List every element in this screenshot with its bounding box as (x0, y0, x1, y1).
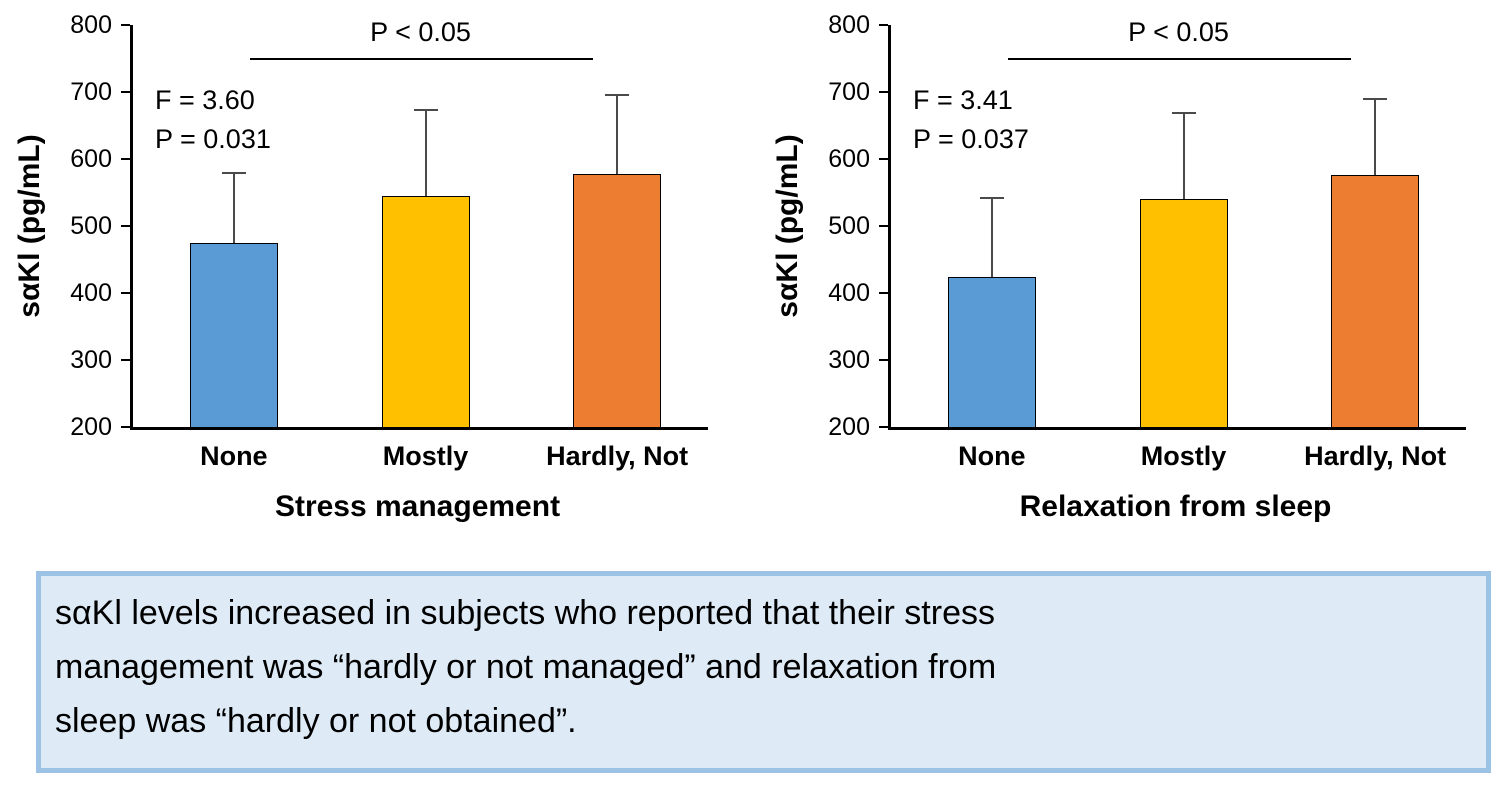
anova-stats: F = 3.60 P = 0.031 (155, 81, 271, 159)
y-axis-title: sαKl (pg/mL) (771, 134, 804, 318)
y-tick (879, 426, 888, 428)
summary-caption: sαKl levels increased in subjects who re… (36, 571, 1491, 773)
x-category-label: Hardly, Not (546, 441, 689, 471)
anova-stats: F = 3.41 P = 0.037 (913, 81, 1029, 159)
significance-bracket (1008, 58, 1351, 60)
p-value: P = 0.037 (913, 124, 1029, 154)
significance-label: P < 0.05 (370, 17, 471, 47)
x-category-label: None (958, 441, 1026, 471)
y-tick-label: 800 (828, 11, 870, 39)
error-bar (1374, 98, 1377, 176)
bar-hardly-not (573, 174, 662, 427)
y-tick-label: 400 (828, 279, 870, 307)
y-tick-label: 500 (828, 212, 870, 240)
error-bar-cap (221, 172, 246, 175)
y-tick (121, 359, 130, 361)
y-tick (121, 292, 130, 294)
y-tick (121, 158, 130, 160)
y-tick (879, 225, 888, 227)
y-tick (879, 91, 888, 93)
p-value: P = 0.031 (155, 124, 271, 154)
error-bar (1182, 112, 1185, 200)
f-statistic: F = 3.60 (155, 85, 255, 115)
significance-label: P < 0.05 (1128, 17, 1229, 47)
plot-area: P < 0.05 F = 3.60 P = 0.031 None Mostly Ha… (130, 17, 708, 471)
error-bar-cap (605, 94, 630, 97)
y-tick (879, 24, 888, 26)
y-tick (121, 24, 130, 26)
error-bar (424, 108, 427, 196)
error-bar (990, 197, 993, 277)
y-tick-label: 700 (70, 78, 112, 106)
y-tick-label: 600 (828, 145, 870, 173)
y-tick-label: 600 (70, 145, 112, 173)
x-category-label: Mostly (382, 441, 469, 471)
significance-bracket (250, 58, 593, 60)
y-tick-label: 200 (70, 413, 112, 441)
chart-stress-management: sαKl (pg/mL) P < 0.05 F = 3.60 P = 0.031… (0, 0, 747, 565)
x-axis-title: Relaxation from sleep (1019, 490, 1332, 523)
chart-relaxation-from-sleep: sαKl (pg/mL) P < 0.05 F = 3.41 P = 0.037… (758, 0, 1494, 565)
y-tick-label: 400 (70, 279, 112, 307)
plot-area: P < 0.05 F = 3.41 P = 0.037 None Mostly Ha… (888, 17, 1466, 471)
x-axis-title: Stress management (274, 490, 561, 523)
error-bar-cap (1171, 112, 1196, 115)
x-category-label: Mostly (1140, 441, 1227, 471)
y-tick-label: 700 (828, 78, 870, 106)
f-statistic: F = 3.41 (913, 85, 1013, 115)
error-bar (616, 94, 619, 175)
bar-none (947, 276, 1036, 427)
error-bar-cap (1363, 98, 1388, 101)
y-axis-title: sαKl (pg/mL) (13, 134, 46, 318)
y-tick-label: 300 (828, 346, 870, 374)
y-tick-label: 300 (70, 346, 112, 374)
y-tick-label: 800 (70, 11, 112, 39)
y-tick (121, 426, 130, 428)
y-tick (879, 359, 888, 361)
error-bar-cap (979, 197, 1004, 200)
x-category-label: Hardly, Not (1304, 441, 1447, 471)
y-tick-label: 200 (828, 413, 870, 441)
y-tick (879, 158, 888, 160)
y-tick (121, 225, 130, 227)
y-tick-label: 500 (70, 212, 112, 240)
bar-hardly-not (1331, 175, 1420, 427)
y-tick (879, 292, 888, 294)
bar-none (189, 242, 278, 427)
bar-mostly (1139, 199, 1228, 427)
error-bar-cap (413, 108, 438, 111)
x-category-label: None (200, 441, 268, 471)
error-bar (232, 172, 235, 243)
bar-mostly (381, 195, 470, 427)
y-tick (121, 91, 130, 93)
